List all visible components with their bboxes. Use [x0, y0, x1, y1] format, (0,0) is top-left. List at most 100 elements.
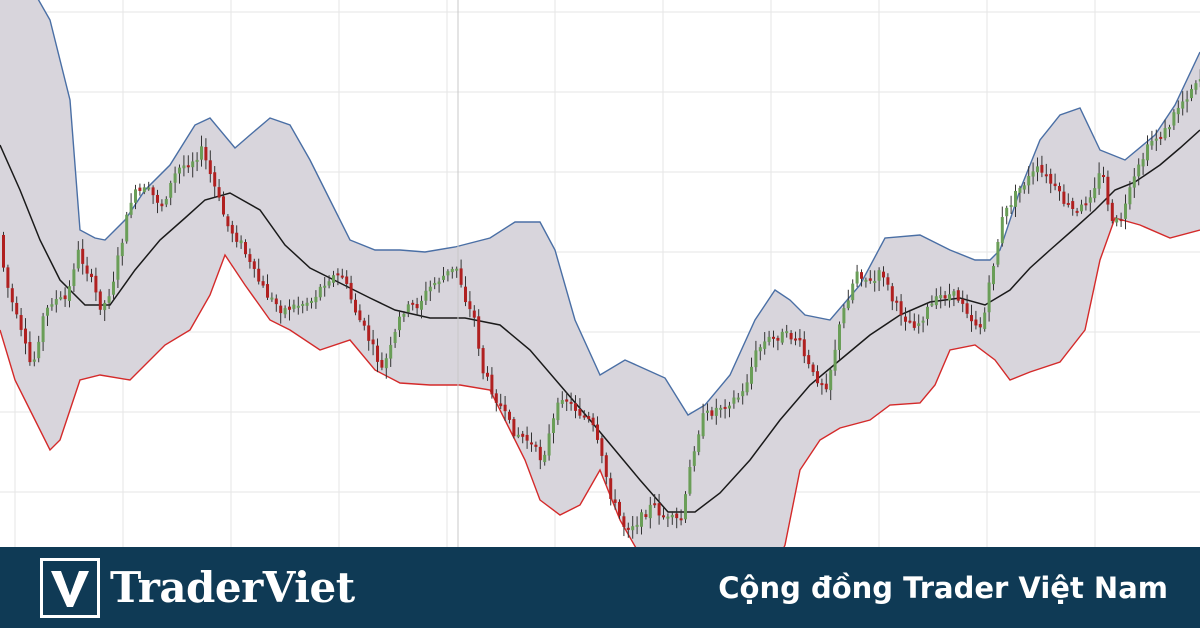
candle-up [547, 433, 551, 456]
candle-up [173, 173, 177, 183]
upper-band-line [37, 0, 1200, 416]
candle-down [340, 275, 344, 278]
candle-down [499, 403, 503, 407]
candle-down [362, 320, 366, 326]
candle-down [358, 310, 362, 321]
candle-up [1150, 140, 1154, 146]
candle-down [24, 328, 27, 344]
candle-down [481, 348, 485, 374]
candle-down [622, 516, 626, 527]
candle-down [723, 406, 727, 409]
candle-down [574, 403, 577, 411]
candle-down [512, 419, 516, 437]
candle-down [618, 501, 621, 516]
candle-up [688, 467, 692, 494]
lower-band-line [0, 217, 1200, 547]
candle-down [978, 324, 982, 328]
candle-down [1044, 174, 1048, 177]
candle-down [604, 455, 608, 477]
candle-up [728, 405, 731, 409]
candle-up [301, 303, 305, 306]
candle-up [543, 454, 547, 463]
candle-up [72, 269, 76, 287]
candle-up [516, 434, 520, 437]
candle-up [384, 358, 388, 369]
candle-up [697, 434, 701, 452]
candle-down [974, 319, 978, 326]
candle-down [1159, 136, 1163, 139]
candle-down [569, 401, 573, 404]
candle-down [208, 160, 212, 175]
candle-down [217, 187, 221, 198]
candle-down [367, 325, 371, 341]
candle-down [970, 315, 973, 322]
candle-up [1093, 188, 1097, 199]
candle-up [1132, 176, 1136, 188]
candle-up [393, 331, 397, 343]
candle-down [626, 527, 630, 530]
candle-up [855, 271, 859, 284]
candle-down [591, 417, 595, 426]
candle-up [692, 451, 696, 466]
candle-down [816, 371, 819, 384]
candle-down [961, 299, 965, 304]
candle-down [28, 341, 32, 363]
candle-down [525, 434, 529, 441]
candle-up [1185, 99, 1189, 102]
candle-up [829, 369, 833, 391]
candle-up [838, 324, 841, 350]
candle-down [415, 303, 419, 309]
candle-down [772, 336, 775, 339]
candle-up [1000, 217, 1004, 244]
candle-up [714, 407, 718, 416]
candle-down [1040, 164, 1044, 173]
candle-up [270, 297, 274, 300]
candle-down [151, 187, 155, 196]
candle-down [860, 272, 863, 279]
candle-down [662, 515, 665, 518]
candle-down [882, 271, 885, 278]
candle-down [459, 268, 463, 285]
candle-up [851, 283, 855, 301]
brand-footer: TraderViet Cộng đồng Trader Việt Nam [0, 547, 1200, 628]
candle-up [32, 359, 36, 362]
candle-up [195, 159, 199, 162]
candle-up [402, 313, 406, 317]
candle-up [635, 524, 639, 527]
candle-up [107, 296, 111, 303]
candle-down [679, 518, 683, 521]
candle-up [120, 242, 124, 257]
candle-up [670, 515, 674, 518]
candle-up [46, 307, 49, 316]
candle-up [178, 167, 181, 174]
candle-down [908, 320, 912, 323]
candle-down [90, 273, 93, 277]
candle-down [371, 339, 375, 345]
candle-down [1049, 173, 1053, 184]
candle-up [1124, 203, 1127, 219]
candle-up [314, 296, 318, 303]
candle-up [389, 344, 393, 359]
candle-up [1022, 185, 1026, 190]
candle-down [98, 291, 102, 310]
candle-down [789, 332, 793, 340]
chart-svg [0, 0, 1200, 547]
candle-up [323, 285, 327, 288]
candle-up [1198, 79, 1200, 82]
candle-up [68, 286, 71, 301]
traderviet-logo[interactable]: TraderViet [40, 557, 355, 618]
candle-down [956, 290, 960, 301]
candle-up [1168, 127, 1171, 130]
bollinger-band-fill [0, 0, 1200, 547]
candle-up [1141, 159, 1145, 167]
candle-up [442, 275, 445, 280]
candle-up [1027, 176, 1031, 186]
candle-down [508, 411, 511, 420]
candle-up [437, 281, 441, 285]
candle-up [292, 304, 296, 309]
candle-down [160, 203, 164, 207]
candle-up [833, 349, 837, 371]
candle-down [464, 286, 467, 303]
logo-wordmark: TraderViet [110, 563, 355, 612]
candle-down [890, 286, 894, 302]
